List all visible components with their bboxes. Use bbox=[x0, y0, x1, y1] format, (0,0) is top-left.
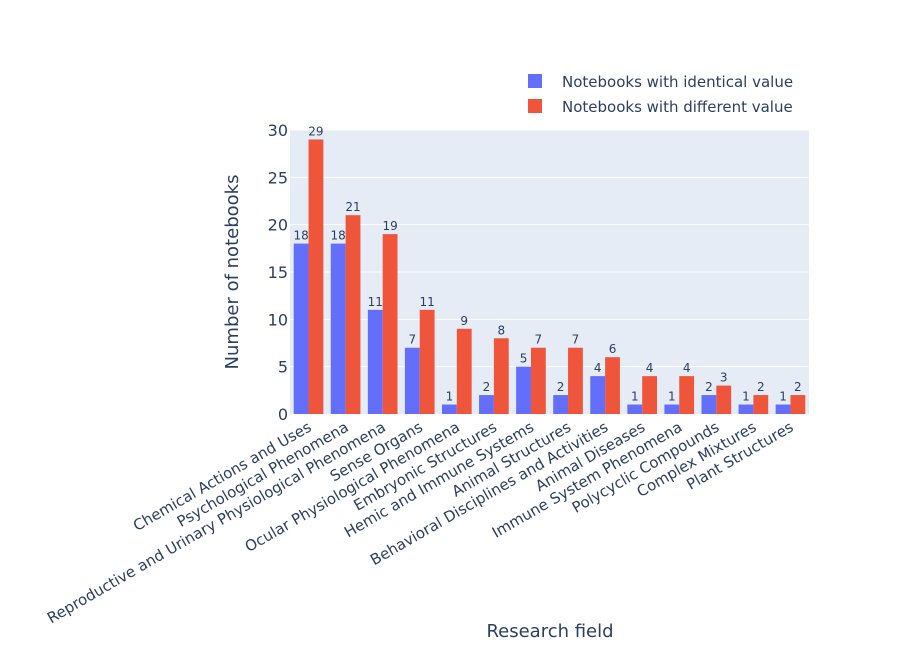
bar-identical[interactable] bbox=[479, 395, 494, 414]
bar-different[interactable] bbox=[382, 234, 398, 414]
x-axis-title: Research field bbox=[486, 621, 613, 642]
bar-value-label: 7 bbox=[535, 333, 543, 347]
bar-value-label: 9 bbox=[460, 314, 468, 328]
bar-value-label: 7 bbox=[409, 333, 417, 347]
bar-different[interactable] bbox=[790, 395, 806, 414]
bar-identical[interactable] bbox=[775, 404, 791, 414]
bar-value-label: 18 bbox=[331, 229, 346, 243]
bar-value-label: 2 bbox=[794, 380, 802, 394]
y-tick-label: 15 bbox=[268, 263, 288, 282]
y-tick-label: 0 bbox=[278, 405, 288, 424]
x-tick-label: Reproductive and Urinary Physiological P… bbox=[44, 418, 389, 627]
bar-identical[interactable] bbox=[553, 395, 569, 414]
bar-different[interactable] bbox=[716, 385, 732, 414]
bar-identical[interactable] bbox=[701, 395, 717, 414]
bar-identical[interactable] bbox=[627, 404, 643, 414]
bar-identical[interactable] bbox=[441, 404, 457, 414]
bar-different[interactable] bbox=[679, 376, 695, 414]
bar-identical[interactable] bbox=[404, 347, 420, 414]
bar-different[interactable] bbox=[605, 357, 620, 414]
bar-value-label: 1 bbox=[631, 390, 639, 404]
bar-value-label: 4 bbox=[646, 361, 654, 375]
bar-identical[interactable] bbox=[367, 309, 383, 414]
bar-value-label: 5 bbox=[520, 352, 528, 366]
bars bbox=[293, 139, 806, 414]
bar-value-label: 2 bbox=[757, 380, 765, 394]
x-tick-label: Psychological Phenomena bbox=[174, 418, 352, 531]
legend-label[interactable]: Notebooks with identical value bbox=[562, 73, 793, 91]
bar-different[interactable] bbox=[308, 139, 324, 414]
y-tick-label: 5 bbox=[278, 358, 288, 377]
bar-value-label: 18 bbox=[293, 229, 308, 243]
bar-different[interactable] bbox=[419, 309, 435, 414]
bar-value-label: 2 bbox=[483, 380, 491, 394]
legend-swatch[interactable] bbox=[528, 74, 542, 88]
y-axis-ticks: 0 5 10 15 20 25 30 bbox=[268, 121, 288, 424]
y-axis-title: Number of notebooks bbox=[222, 175, 243, 370]
bar-value-label: 1 bbox=[742, 390, 750, 404]
bar-different[interactable] bbox=[753, 395, 769, 414]
bar-identical[interactable] bbox=[293, 243, 309, 414]
bar-value-label: 1 bbox=[668, 390, 676, 404]
bar-different[interactable] bbox=[530, 347, 546, 414]
bar-value-label: 8 bbox=[497, 323, 505, 337]
legend[interactable]: Notebooks with identical value Notebooks … bbox=[528, 73, 793, 116]
bar-value-label: 7 bbox=[572, 333, 580, 347]
bar-identical[interactable] bbox=[590, 376, 606, 414]
y-tick-label: 10 bbox=[268, 310, 288, 329]
legend-label[interactable]: Notebooks with different value bbox=[562, 98, 793, 116]
bar-identical[interactable] bbox=[516, 366, 531, 414]
bar-different[interactable] bbox=[493, 338, 509, 414]
bar-identical[interactable] bbox=[330, 243, 346, 414]
bar-value-label: 1 bbox=[779, 390, 787, 404]
bar-different[interactable] bbox=[345, 215, 361, 414]
bar-identical[interactable] bbox=[738, 404, 754, 414]
bar-value-label: 2 bbox=[705, 380, 713, 394]
bar-value-label: 21 bbox=[345, 200, 360, 214]
bar-value-label: 4 bbox=[594, 361, 602, 375]
bar-identical[interactable] bbox=[664, 404, 680, 414]
bar-value-label: 4 bbox=[683, 361, 691, 375]
bar-value-label: 1 bbox=[446, 390, 454, 404]
bar-value-label: 11 bbox=[368, 295, 383, 309]
bar-value-label: 11 bbox=[420, 295, 435, 309]
bar-different[interactable] bbox=[456, 328, 472, 414]
bar-value-label: 19 bbox=[382, 219, 397, 233]
bar-value-label: 2 bbox=[557, 380, 565, 394]
bar-value-label: 3 bbox=[720, 371, 728, 385]
legend-swatch[interactable] bbox=[528, 99, 542, 113]
bar-different[interactable] bbox=[568, 347, 583, 414]
y-tick-label: 30 bbox=[268, 121, 288, 140]
bar-different[interactable] bbox=[642, 376, 658, 414]
bar-value-label: 6 bbox=[609, 342, 617, 356]
y-tick-label: 25 bbox=[268, 168, 288, 187]
bar-value-label: 29 bbox=[308, 124, 323, 138]
y-tick-label: 20 bbox=[268, 216, 288, 235]
